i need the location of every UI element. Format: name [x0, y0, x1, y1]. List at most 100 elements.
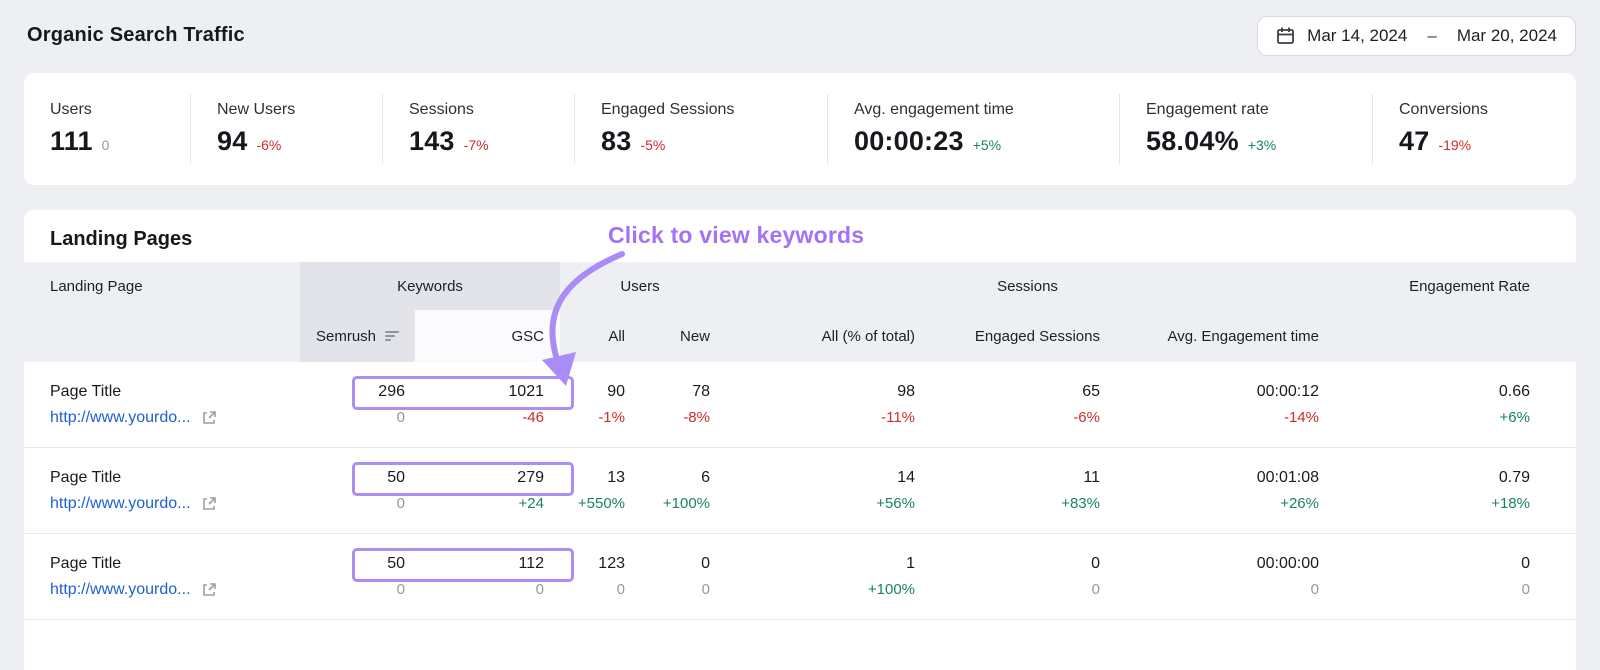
delta: 0: [616, 581, 625, 598]
avg-time-cell: 00:00:12 -14%: [1110, 362, 1335, 447]
delta: 0: [396, 409, 405, 426]
calendar-icon: [1276, 26, 1295, 45]
delta: -6%: [1073, 409, 1100, 426]
landing-pages-card: Landing Pages Landing Page Keywords User…: [24, 210, 1576, 670]
table-sub-header-row: Semrush GSC All New All (% of total) Eng…: [24, 310, 1576, 362]
users-all-cell: 90 -1%: [560, 362, 635, 447]
col-header-landing-page: Landing Page: [50, 277, 143, 295]
value: 00:01:08: [1256, 469, 1319, 486]
semrush-keywords-link[interactable]: 296: [378, 383, 405, 400]
page-title-text: Page Title: [50, 383, 122, 400]
delta: +83%: [1061, 495, 1100, 512]
col-header-engaged-sessions: Engaged Sessions: [974, 327, 1100, 345]
stat-label: Engaged Sessions: [601, 101, 735, 118]
stat-value: 83: [601, 126, 632, 156]
semrush-cell: 50 0: [300, 534, 415, 619]
col-group-users: Users: [620, 277, 660, 295]
delta: +18%: [1491, 495, 1530, 512]
delta: +100%: [662, 495, 710, 512]
users-new-cell: 0 0: [635, 534, 720, 619]
value: 13: [607, 469, 625, 486]
avg-time-cell: 00:00:00 0: [1110, 534, 1335, 619]
col-header-engagement-rate: Engagement Rate: [1409, 277, 1530, 295]
delta: 0: [1521, 581, 1530, 598]
semrush-cell: 50 0: [300, 448, 415, 533]
sessions-all-cell: 98 -11%: [720, 362, 925, 447]
table-row: Page Title http://www.yourdo... 50 0 279…: [24, 448, 1576, 534]
gsc-cell: 1021 -46: [415, 362, 560, 447]
stat-delta: -5%: [640, 137, 666, 153]
page-title: Organic Search Traffic: [27, 24, 245, 46]
col-header-users-new: New: [679, 327, 710, 345]
stat-label: Conversions: [1399, 101, 1488, 118]
delta: -11%: [881, 409, 915, 426]
delta: 0: [535, 581, 544, 598]
delta: +6%: [1499, 409, 1530, 426]
value: 123: [598, 555, 625, 572]
stat-value: 58.04%: [1146, 126, 1239, 156]
stat-sessions: Sessions 143 -7%: [382, 94, 574, 164]
landing-page-cell: Page Title http://www.yourdo...: [24, 362, 300, 447]
value: 90: [607, 383, 625, 400]
delta: +24: [518, 495, 544, 512]
engaged-sessions-cell: 0 0: [925, 534, 1110, 619]
engagement-rate-cell: 0.66 +6%: [1335, 362, 1576, 447]
stat-value: 94: [217, 126, 248, 156]
stat-label: Users: [50, 101, 92, 118]
gsc-cell: 279 +24: [415, 448, 560, 533]
annotation-click-to-view-keywords: Click to view keywords: [608, 222, 865, 248]
stat-value: 143: [409, 126, 455, 156]
engagement-rate-cell: 0.79 +18%: [1335, 448, 1576, 533]
delta: 0: [396, 495, 405, 512]
users-new-cell: 6 +100%: [635, 448, 720, 533]
external-link-icon[interactable]: [201, 582, 217, 598]
semrush-keywords-link[interactable]: 50: [387, 555, 405, 572]
stat-delta: -6%: [256, 137, 282, 153]
stat-value: 47: [1399, 126, 1430, 156]
stats-summary-card: Users 111 0 New Users 94 -6% Sessions 14…: [24, 73, 1576, 185]
engagement-rate-cell: 0 0: [1335, 534, 1576, 619]
value: 98: [897, 383, 915, 400]
stat-label: New Users: [217, 101, 296, 118]
stat-engagement-rate: Engagement rate 58.04% +3%: [1119, 94, 1372, 164]
col-header-semrush[interactable]: Semrush: [300, 310, 415, 362]
gsc-keywords-link[interactable]: 1021: [508, 383, 544, 400]
col-header-sessions-all: All (% of total): [821, 327, 915, 345]
col-header-avg-time: Avg. Engagement time: [1167, 327, 1319, 345]
page-title-text: Page Title: [50, 555, 122, 572]
date-end: Mar 20, 2024: [1456, 25, 1557, 45]
delta: 0: [1310, 581, 1319, 598]
users-all-cell: 123 0: [560, 534, 635, 619]
stat-label: Avg. engagement time: [854, 101, 1014, 118]
date-range-picker[interactable]: Mar 14, 2024 – Mar 20, 2024: [1257, 15, 1576, 56]
date-start: Mar 14, 2024: [1307, 25, 1408, 45]
semrush-keywords-link[interactable]: 50: [387, 469, 405, 486]
page-url-link[interactable]: http://www.yourdo...: [50, 495, 191, 512]
stat-value: 00:00:23: [854, 126, 964, 156]
external-link-icon[interactable]: [201, 410, 217, 426]
avg-time-cell: 00:01:08 +26%: [1110, 448, 1335, 533]
value: 78: [692, 383, 710, 400]
external-link-icon[interactable]: [201, 496, 217, 512]
stat-engaged-sessions: Engaged Sessions 83 -5%: [574, 94, 827, 164]
gsc-keywords-link[interactable]: 112: [518, 555, 544, 572]
landing-page-cell: Page Title http://www.yourdo...: [24, 534, 300, 619]
value: 00:00:12: [1256, 383, 1319, 400]
value: 0: [1521, 555, 1530, 572]
page-url-link[interactable]: http://www.yourdo...: [50, 409, 191, 426]
gsc-keywords-link[interactable]: 279: [517, 469, 544, 486]
users-all-cell: 13 +550%: [560, 448, 635, 533]
delta: +550%: [577, 495, 625, 512]
sessions-all-cell: 14 +56%: [720, 448, 925, 533]
sort-icon[interactable]: [385, 331, 400, 341]
table-group-header-row: Landing Page Keywords Users Sessions Eng…: [24, 262, 1576, 310]
page-url-link[interactable]: http://www.yourdo...: [50, 581, 191, 598]
stat-delta: -7%: [463, 137, 489, 153]
users-new-cell: 78 -8%: [635, 362, 720, 447]
delta: +100%: [867, 581, 915, 598]
stat-label: Engagement rate: [1146, 101, 1269, 118]
delta: 0: [396, 581, 405, 598]
delta: +26%: [1280, 495, 1319, 512]
stat-value: 111: [50, 126, 93, 156]
stat-delta: +5%: [972, 137, 1002, 153]
